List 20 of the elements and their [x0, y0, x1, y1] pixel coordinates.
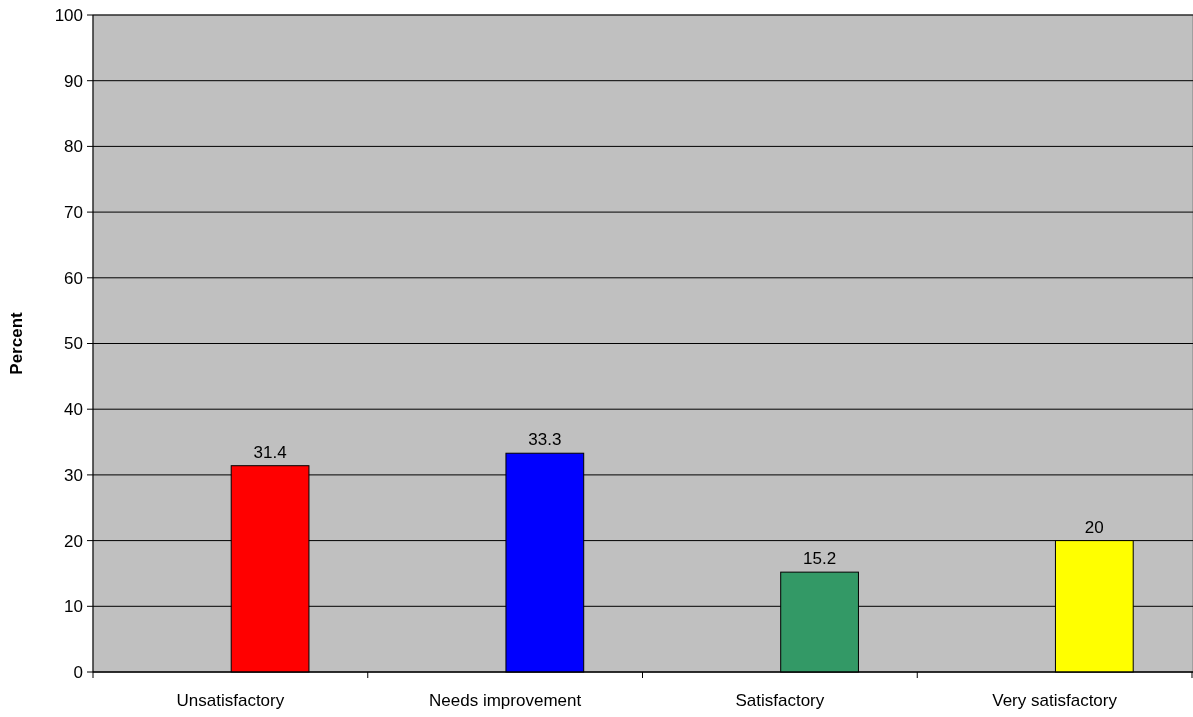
y-tick-label: 10 — [64, 597, 83, 617]
y-tick-label: 50 — [64, 334, 83, 354]
data-label: 33.3 — [528, 430, 562, 450]
y-tick-label: 20 — [64, 531, 83, 551]
y-tick-label: 90 — [64, 71, 83, 91]
x-tick-label: Needs improvement — [429, 691, 582, 710]
y-axis-title: Percent — [7, 311, 26, 375]
x-tick-label: Very satisfactory — [992, 691, 1118, 710]
data-label: 20 — [1084, 517, 1104, 537]
x-tick-label: Unsatisfactory — [176, 691, 285, 710]
y-tick-label: 0 — [73, 662, 83, 682]
y-tick-label: 80 — [64, 137, 83, 157]
y-tick-label: 70 — [64, 203, 83, 223]
y-tick-label: 60 — [64, 268, 83, 288]
data-label: 15.2 — [803, 549, 837, 569]
y-tick-label: 40 — [64, 400, 83, 420]
x-tick-label: Satisfactory — [735, 691, 825, 710]
data-label: 31.4 — [253, 442, 287, 462]
y-tick-label: 100 — [54, 5, 83, 25]
y-tick-label: 30 — [64, 465, 83, 485]
